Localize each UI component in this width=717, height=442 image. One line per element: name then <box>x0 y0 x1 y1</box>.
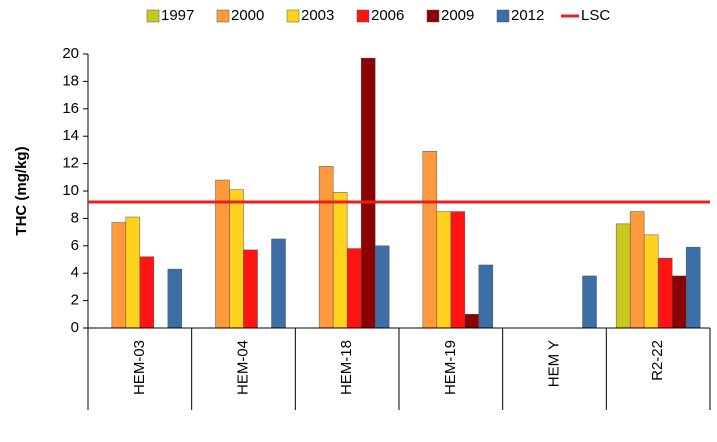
bar <box>436 211 452 329</box>
y-tick-label: 12 <box>62 155 79 172</box>
y-tick-label: 2 <box>71 292 79 309</box>
bar <box>243 249 258 329</box>
legend-label: 2012 <box>511 7 544 24</box>
x-tick-label: HEM-18 <box>338 340 355 395</box>
y-axis-label: THC (mg/kg) <box>13 146 30 235</box>
bar <box>139 256 155 329</box>
bar <box>643 234 659 329</box>
legend-swatch <box>216 9 230 23</box>
bar <box>167 268 183 329</box>
bar <box>582 275 597 329</box>
bar <box>271 238 286 329</box>
x-tick-label: HEM Y <box>545 340 562 387</box>
bar <box>346 248 362 329</box>
legend-label: 2009 <box>441 7 474 24</box>
bar <box>615 223 631 329</box>
legend-swatch <box>146 9 160 23</box>
y-tick-label: 14 <box>62 127 79 144</box>
bar <box>422 151 438 329</box>
x-tick-label: R2-22 <box>649 340 666 381</box>
legend-label: 2006 <box>371 7 404 24</box>
bar <box>360 57 376 329</box>
bar <box>629 211 645 329</box>
y-tick-label: 6 <box>71 237 79 254</box>
legend-label: 1997 <box>161 7 194 24</box>
bar <box>332 192 348 329</box>
y-tick-label: 16 <box>62 100 79 117</box>
x-tick-label: HEM-04 <box>234 340 251 395</box>
legend-label: 2000 <box>231 7 264 24</box>
bar <box>478 264 494 329</box>
bar <box>374 245 390 329</box>
y-tick-label: 0 <box>71 319 79 336</box>
legend-swatch <box>286 9 300 23</box>
y-tick-label: 20 <box>62 45 79 62</box>
legend-swatch <box>356 9 370 23</box>
legend-swatch <box>426 9 440 23</box>
bar <box>125 216 141 329</box>
bar <box>464 314 480 329</box>
bar <box>657 257 673 329</box>
y-tick-label: 18 <box>62 72 79 89</box>
x-tick-label: HEM-03 <box>131 340 148 395</box>
bar <box>671 275 687 329</box>
bar <box>229 189 244 329</box>
y-tick-label: 4 <box>71 264 79 281</box>
bar <box>111 222 127 329</box>
bar <box>685 246 701 329</box>
y-tick-label: 10 <box>62 182 79 199</box>
bar <box>318 166 334 329</box>
y-tick-label: 8 <box>71 209 79 226</box>
legend-label: 2003 <box>301 7 334 24</box>
bar <box>450 211 466 329</box>
legend-label: LSC <box>581 7 610 24</box>
x-tick-label: HEM-19 <box>442 340 459 395</box>
legend-swatch <box>496 9 510 23</box>
